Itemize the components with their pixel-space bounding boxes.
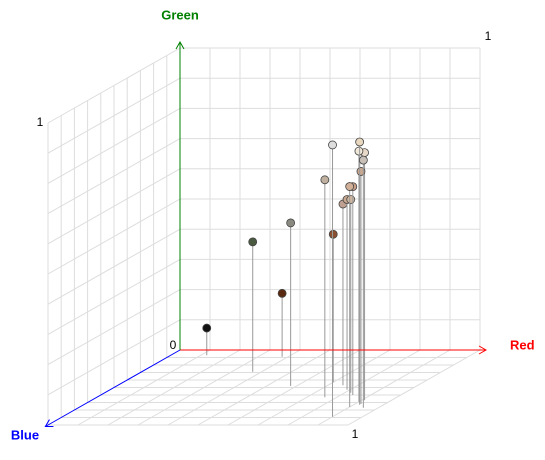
grid-line xyxy=(287,349,421,426)
grid-line xyxy=(347,349,481,426)
grid-line xyxy=(47,138,181,215)
z-axis-arrow xyxy=(44,419,54,428)
point xyxy=(248,237,258,247)
y-axis-arrow xyxy=(175,40,185,50)
point xyxy=(328,229,338,239)
point xyxy=(277,288,287,298)
grid xyxy=(47,47,481,426)
z-axis xyxy=(45,349,181,427)
z-tick-label: 1 xyxy=(485,29,492,43)
y-tick-label: 1 xyxy=(37,115,44,129)
x-axis-arrow xyxy=(478,345,488,355)
x-tick-label: 0 xyxy=(170,338,177,352)
point xyxy=(358,155,368,165)
x-axis-title: Red xyxy=(510,337,535,352)
point xyxy=(346,195,356,204)
point xyxy=(328,140,337,150)
y-axis-title: Green xyxy=(161,7,199,22)
grid-line xyxy=(317,349,451,426)
grid-line xyxy=(257,349,391,426)
point xyxy=(320,175,330,185)
grid-line xyxy=(227,349,361,426)
point xyxy=(202,323,212,333)
marks xyxy=(202,137,369,417)
grid-line xyxy=(47,77,181,154)
point xyxy=(286,218,296,228)
z-axis-title: Blue xyxy=(11,427,39,442)
grid-line xyxy=(47,47,181,124)
point xyxy=(354,146,364,156)
x-tick-label: 1 xyxy=(352,427,359,441)
grid-line xyxy=(47,198,181,275)
grid-line xyxy=(47,168,181,245)
point xyxy=(355,137,365,147)
grid-line xyxy=(47,107,181,184)
point xyxy=(345,182,355,191)
